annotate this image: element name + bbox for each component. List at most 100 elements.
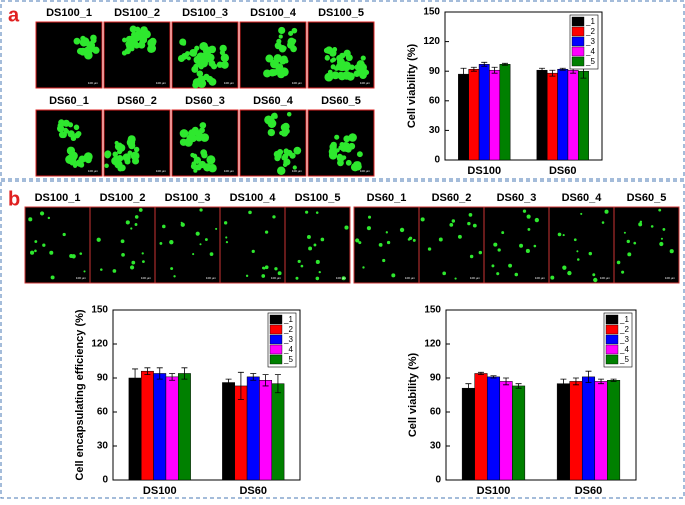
cell bbox=[497, 248, 501, 252]
legend-swatch bbox=[605, 314, 619, 325]
cell bbox=[192, 253, 195, 256]
y-tick-label: 120 bbox=[424, 339, 441, 350]
cell bbox=[179, 38, 187, 46]
cell bbox=[593, 277, 598, 283]
cell bbox=[288, 30, 294, 36]
cell bbox=[339, 62, 345, 68]
cell bbox=[306, 235, 311, 239]
cell bbox=[195, 164, 202, 171]
cell bbox=[305, 210, 309, 214]
image-label: DS100_1 bbox=[46, 7, 92, 19]
error-bar bbox=[132, 368, 139, 388]
cell bbox=[199, 208, 203, 212]
cell bbox=[278, 26, 286, 35]
cell bbox=[186, 134, 194, 142]
legend-swatch bbox=[571, 56, 585, 67]
y-axis-label: Cell viability (%) bbox=[407, 352, 419, 437]
y-tick-label: 30 bbox=[97, 441, 109, 452]
y-tick-label: 120 bbox=[91, 339, 108, 350]
error-bar bbox=[549, 69, 556, 77]
scale-bar-label: 100 μm bbox=[156, 81, 167, 85]
cell bbox=[279, 57, 287, 65]
cell bbox=[580, 212, 583, 215]
legend-label: _5 bbox=[283, 355, 293, 364]
cell bbox=[58, 131, 66, 139]
y-tick-label: 90 bbox=[429, 66, 441, 77]
cell bbox=[104, 163, 109, 169]
cell bbox=[313, 243, 317, 247]
error-bar bbox=[585, 370, 592, 383]
legend-swatch bbox=[605, 334, 619, 345]
cell bbox=[200, 133, 210, 142]
cell bbox=[639, 220, 643, 224]
cell bbox=[209, 252, 214, 256]
cell bbox=[354, 162, 362, 171]
cell bbox=[318, 270, 321, 274]
cell bbox=[407, 238, 411, 241]
cell bbox=[534, 217, 540, 223]
legend-swatch bbox=[269, 354, 283, 365]
cell bbox=[562, 234, 565, 237]
cell bbox=[324, 72, 334, 82]
scale-bar-label: 100 μm bbox=[76, 276, 87, 280]
image-label: DS60_3 bbox=[497, 192, 537, 204]
scale-bar-label: 100 μm bbox=[336, 276, 347, 280]
legend-label: _5 bbox=[585, 57, 595, 66]
cell bbox=[62, 119, 70, 127]
cell bbox=[442, 271, 447, 276]
legend-swatch bbox=[571, 26, 585, 37]
cell bbox=[573, 238, 577, 242]
cell bbox=[126, 138, 136, 147]
error-bar bbox=[250, 373, 257, 381]
error-bar bbox=[598, 378, 605, 385]
cell bbox=[104, 152, 111, 159]
legend-label: _3 bbox=[585, 37, 595, 46]
cell bbox=[280, 45, 286, 50]
image-label: DS60_2 bbox=[117, 95, 157, 107]
micrograph bbox=[103, 109, 171, 177]
cell bbox=[199, 43, 205, 49]
scale-bar-label: 100 μm bbox=[292, 81, 303, 85]
cell bbox=[526, 214, 531, 219]
cell bbox=[315, 211, 319, 214]
cell bbox=[533, 244, 537, 248]
cell bbox=[223, 221, 228, 225]
cell bbox=[71, 254, 76, 259]
cell bbox=[300, 264, 304, 268]
x-tick-label: DS60 bbox=[575, 485, 603, 497]
bar bbox=[546, 72, 558, 161]
cell bbox=[134, 215, 139, 219]
cell bbox=[121, 50, 127, 56]
cell bbox=[468, 213, 473, 217]
cell bbox=[70, 154, 77, 162]
cell bbox=[496, 272, 500, 276]
cell bbox=[42, 243, 46, 247]
cell bbox=[199, 243, 202, 246]
image-label: DS100_5 bbox=[318, 7, 364, 19]
cell bbox=[199, 122, 207, 129]
image-label: DS100_4 bbox=[250, 7, 297, 19]
error-bar bbox=[181, 367, 188, 380]
legend-swatch bbox=[605, 324, 619, 335]
legend-label: _2 bbox=[585, 27, 595, 36]
cell bbox=[272, 215, 276, 219]
scale-bar-label: 100 μm bbox=[206, 276, 217, 280]
error-bar bbox=[572, 377, 579, 386]
cell bbox=[207, 159, 214, 165]
cell bbox=[196, 132, 201, 137]
cell bbox=[245, 274, 249, 278]
cell bbox=[138, 208, 143, 212]
error-bar bbox=[237, 371, 244, 400]
cell bbox=[80, 37, 90, 46]
bar bbox=[594, 381, 608, 481]
cell bbox=[320, 237, 325, 242]
scale-bar-label: 100 μm bbox=[665, 276, 676, 280]
cell bbox=[315, 259, 320, 264]
cell bbox=[83, 155, 91, 163]
scale-bar-label: 100 μm bbox=[360, 169, 371, 173]
cell bbox=[345, 159, 352, 166]
cell bbox=[129, 25, 137, 33]
x-tick-label: DS60 bbox=[549, 165, 577, 177]
cell bbox=[273, 150, 281, 158]
error-bar bbox=[477, 371, 484, 375]
